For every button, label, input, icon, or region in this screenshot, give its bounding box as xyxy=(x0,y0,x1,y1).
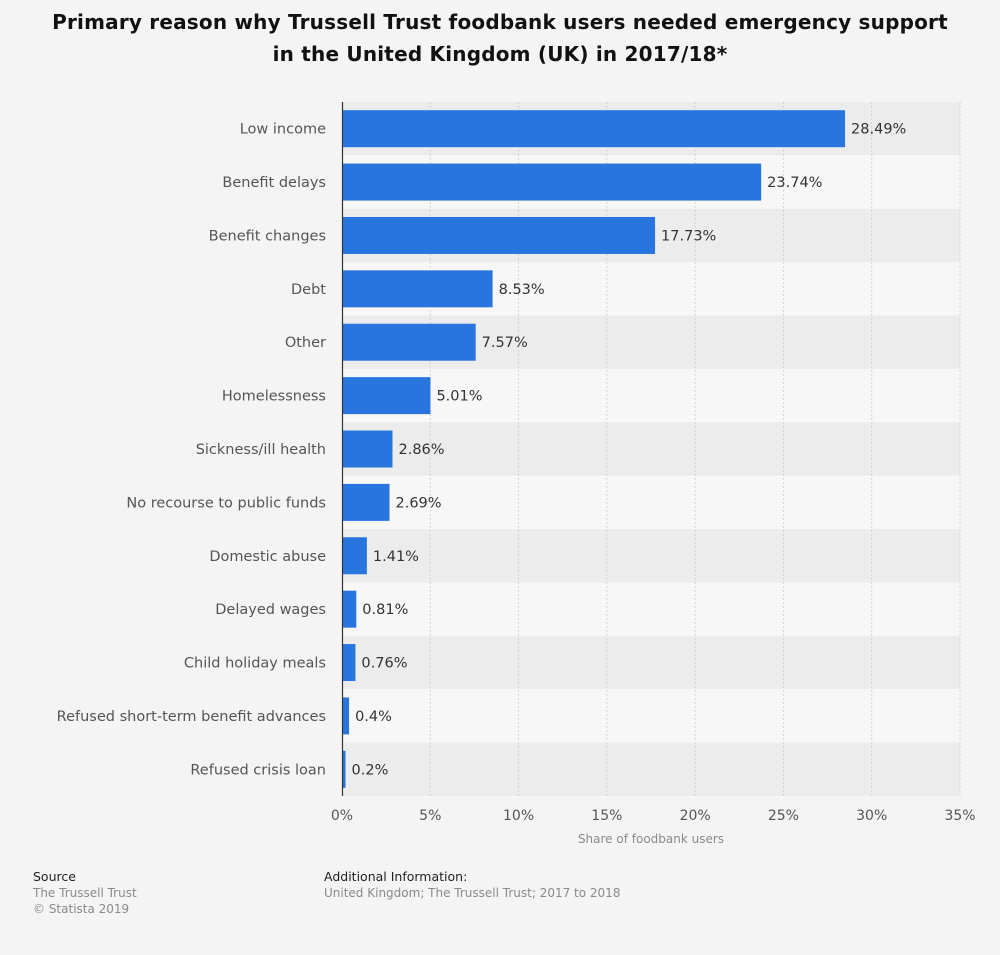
row-band xyxy=(342,368,960,423)
source-line-2: © Statista 2019 xyxy=(33,902,130,916)
category-label: Other xyxy=(285,335,326,351)
source-block: Source The Trussell Trust © Statista 201… xyxy=(33,869,137,917)
row-band xyxy=(342,422,960,476)
x-axis-title: Share of foodbank users xyxy=(577,832,725,846)
x-tick-label: 10% xyxy=(503,808,534,824)
x-tick-label: 15% xyxy=(591,808,622,824)
category-label: Sickness/ill health xyxy=(196,442,326,458)
bar xyxy=(342,377,431,415)
category-label: Domestic abuse xyxy=(209,549,326,565)
row-band xyxy=(342,689,960,743)
value-label: 2.86% xyxy=(398,442,444,458)
value-label: 17.73% xyxy=(661,228,716,244)
bar xyxy=(342,270,493,308)
row-band xyxy=(342,742,960,796)
category-label: Low income xyxy=(240,122,326,138)
bar xyxy=(342,644,356,682)
value-label: 0.2% xyxy=(352,762,389,778)
value-label: 2.69% xyxy=(395,495,441,511)
x-tick-label: 5% xyxy=(419,808,441,824)
value-label: 5.01% xyxy=(436,389,482,405)
bar xyxy=(342,216,656,254)
category-label: Refused crisis loan xyxy=(190,762,326,778)
row-band xyxy=(342,475,960,530)
category-label: Delayed wages xyxy=(215,602,326,618)
x-tick-label: 25% xyxy=(768,808,799,824)
additional-info-block: Additional Information: United Kingdom; … xyxy=(324,869,620,901)
category-label: No recourse to public funds xyxy=(126,495,326,511)
category-label: Debt xyxy=(291,282,326,298)
bar xyxy=(342,750,346,788)
bar xyxy=(342,537,367,575)
source-line-1: The Trussell Trust xyxy=(33,886,137,900)
bar xyxy=(342,430,393,468)
chart-title: Primary reason why Trussell Trust foodba… xyxy=(52,10,948,66)
value-label: 8.53% xyxy=(499,282,545,298)
value-label: 0.76% xyxy=(361,656,407,672)
category-label: Benefit delays xyxy=(222,175,326,191)
row-band xyxy=(342,582,960,636)
value-label: 7.57% xyxy=(482,335,528,351)
value-label: 1.41% xyxy=(373,549,419,565)
value-label: 28.49% xyxy=(851,122,906,138)
bar xyxy=(342,163,762,201)
value-label: 0.4% xyxy=(355,709,392,725)
x-tick-label: 0% xyxy=(331,808,353,824)
category-label: Child holiday meals xyxy=(184,656,326,672)
source-heading: Source xyxy=(33,869,76,884)
bar xyxy=(342,110,846,148)
bar xyxy=(342,697,350,735)
additional-info-text: United Kingdom; The Trussell Trust; 2017… xyxy=(324,886,621,900)
value-label: 23.74% xyxy=(767,175,822,191)
row-band xyxy=(342,635,960,690)
category-label: Benefit changes xyxy=(209,228,326,244)
bar xyxy=(342,323,476,361)
value-label: 0.81% xyxy=(362,602,408,618)
x-tick-label: 30% xyxy=(856,808,887,824)
bar xyxy=(342,590,357,628)
x-tick-label: 35% xyxy=(944,808,975,824)
category-label: Homelessness xyxy=(222,389,326,405)
category-label: Refused short-term benefit advances xyxy=(57,709,326,725)
bar xyxy=(342,483,390,521)
row-band xyxy=(342,529,960,583)
x-tick-label: 20% xyxy=(680,808,711,824)
additional-info-heading: Additional Information: xyxy=(324,869,468,884)
